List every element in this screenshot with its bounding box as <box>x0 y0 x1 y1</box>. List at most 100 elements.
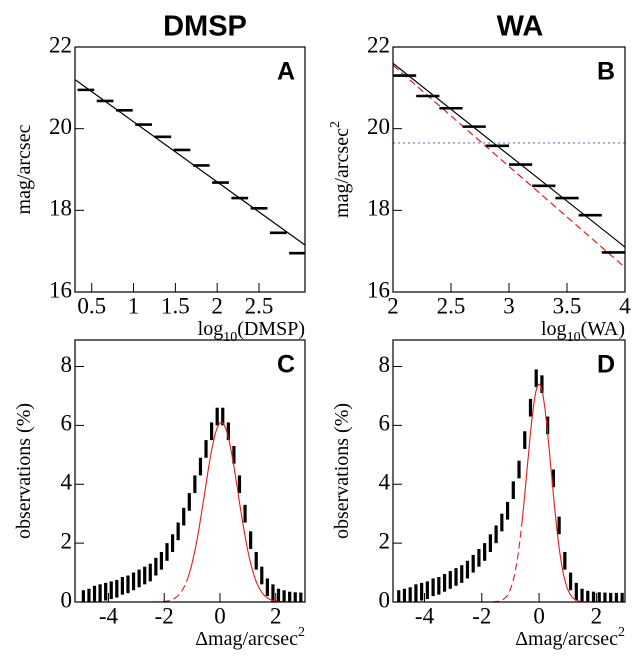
y-tick-label: 4 <box>379 470 391 495</box>
data-bar <box>614 592 619 602</box>
label-part: mag/arcsec <box>331 128 353 218</box>
data-bar <box>505 501 510 520</box>
data-bar <box>523 431 527 449</box>
data-bar <box>442 574 447 592</box>
data-bar <box>603 592 607 602</box>
label-part: 2 <box>328 121 343 128</box>
label-part: (WA) <box>581 318 625 340</box>
data-bar <box>517 460 521 479</box>
data-bar <box>98 584 102 602</box>
data-bar <box>104 582 108 601</box>
panel-letter: A <box>277 58 295 86</box>
data-bar <box>215 407 219 426</box>
data-bar <box>431 578 435 597</box>
data-bar <box>143 566 147 585</box>
data-bar <box>137 569 141 588</box>
fit-line <box>75 79 305 246</box>
data-bar <box>402 588 407 602</box>
data-bar <box>288 591 292 602</box>
axis-label: observations (%) <box>13 403 35 539</box>
frame <box>392 46 626 293</box>
data-bar <box>276 588 281 602</box>
data-bar <box>597 592 601 602</box>
axis-label: Δmag/arcsec2 <box>195 625 305 650</box>
data-bar <box>232 445 236 464</box>
data-bar <box>591 591 596 602</box>
label-part: 10 <box>223 330 237 345</box>
data-bar <box>81 590 85 602</box>
data-bar <box>465 560 470 579</box>
data-bar <box>408 587 412 602</box>
data-bar <box>534 369 538 388</box>
data-bar <box>109 581 113 600</box>
x-tick-label: 3.5 <box>553 293 582 318</box>
data-bar <box>511 481 515 499</box>
y-tick-label: 6 <box>379 411 391 436</box>
data-bar <box>488 534 492 552</box>
data-bar <box>170 534 175 552</box>
x-tick-label: 0 <box>214 603 226 628</box>
x-tick-label: 2 <box>387 293 399 318</box>
data-bar <box>420 582 424 601</box>
fit-curve <box>521 383 625 602</box>
data-bar <box>477 549 481 567</box>
data-bar <box>182 507 186 526</box>
y-tick-label: 20 <box>49 114 72 139</box>
data-bar <box>249 531 253 550</box>
frame <box>74 339 306 603</box>
data-bar <box>494 525 498 544</box>
data-bar <box>299 592 303 602</box>
data-bar <box>425 581 429 600</box>
data-bar <box>471 554 475 573</box>
x-tick-label: 1 <box>128 293 140 318</box>
fit-line <box>393 62 625 248</box>
column-title: WA <box>497 11 544 43</box>
data-bar <box>131 572 136 591</box>
fit-line <box>393 64 625 268</box>
x-tick-label: -4 <box>99 603 119 628</box>
data-bar <box>586 590 590 602</box>
axis-label: observations (%) <box>331 403 353 539</box>
data-bar <box>454 568 458 586</box>
y-tick-label: 0 <box>379 587 391 612</box>
label-part: observations (%) <box>13 403 35 539</box>
data-bar <box>568 572 573 591</box>
data-bar <box>620 592 624 602</box>
data-bar <box>115 579 119 598</box>
data-bar <box>540 375 544 393</box>
data-bar <box>437 576 441 595</box>
data-bar <box>557 516 561 535</box>
y-tick-label: 16 <box>367 277 390 302</box>
label-part: 10 <box>567 330 581 345</box>
x-tick-label: 2.5 <box>437 293 466 318</box>
data-bar <box>193 475 197 494</box>
data-bar <box>500 513 504 532</box>
panel-letter: B <box>597 58 615 86</box>
plot-area <box>75 79 305 255</box>
data-bar <box>293 592 297 602</box>
y-tick-label: 18 <box>367 196 390 221</box>
data-bar <box>221 407 225 426</box>
y-tick-label: 2 <box>61 528 73 553</box>
data-bar <box>265 578 269 597</box>
data-bar <box>282 590 286 602</box>
column-title: DMSP <box>163 11 247 43</box>
y-tick-label: 16 <box>49 277 72 302</box>
data-bar <box>159 551 164 570</box>
plot-area <box>393 369 625 602</box>
data-bar <box>574 582 578 601</box>
x-tick-label: 0 <box>533 603 545 628</box>
y-tick-label: 8 <box>379 352 391 377</box>
data-bar <box>237 475 242 494</box>
x-tick-label: 2 <box>591 603 603 628</box>
data-bar <box>165 543 169 561</box>
data-bar <box>87 588 91 602</box>
data-bar <box>483 543 487 561</box>
axis-label: log10(WA) <box>541 318 625 345</box>
data-bar <box>397 590 401 602</box>
y-tick-label: 8 <box>61 352 73 377</box>
data-bar <box>154 557 158 576</box>
label-part: Δmag/arcsec <box>195 628 298 650</box>
y-tick-label: 22 <box>49 32 72 57</box>
x-tick-label: 2 <box>270 603 282 628</box>
